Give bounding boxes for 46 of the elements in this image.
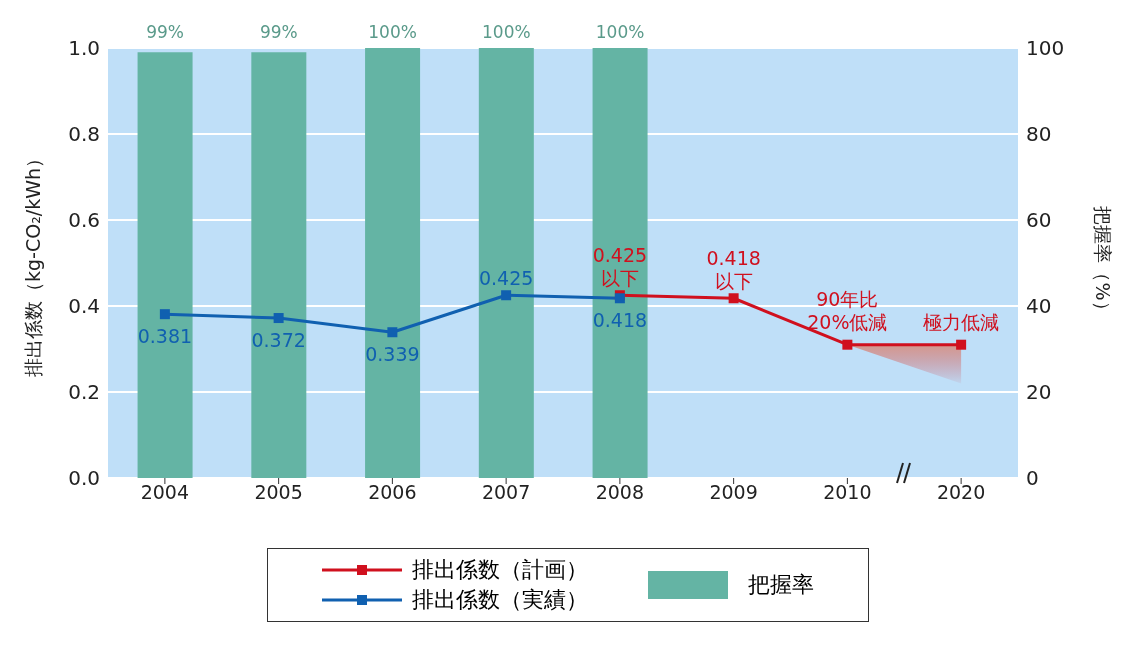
x-tick-label: 2020 <box>936 481 986 504</box>
y-axis-title: 排出係数（kg-CO₂/kWh） <box>21 149 44 377</box>
legend-label: 排出係数（計画） <box>412 556 588 584</box>
x-tick-label: 2009 <box>709 481 758 504</box>
data-label: 99% <box>259 22 298 42</box>
point <box>842 339 853 350</box>
y-tick-label: 0.4 <box>68 294 100 319</box>
y2-tick-label: 0 <box>1026 466 1039 491</box>
point <box>956 339 967 350</box>
data-label: 0.425 以下 <box>592 244 648 290</box>
data-label: 0.381 <box>137 325 193 348</box>
y-tick-label: 0.2 <box>68 380 100 405</box>
point <box>273 313 284 324</box>
y2-tick-label: 40 <box>1026 294 1052 319</box>
legend-label: 把握率 <box>748 571 814 599</box>
data-label: 100% <box>595 22 645 42</box>
point <box>159 309 170 320</box>
y2-tick-label: 60 <box>1026 208 1052 233</box>
y-tick-label: 0.0 <box>68 466 100 491</box>
y-tick-label: 0.8 <box>68 122 100 147</box>
data-label: 0.418 <box>592 309 648 332</box>
data-label: 0.418 以下 <box>706 247 761 293</box>
x-tick-label: 2010 <box>823 481 872 504</box>
x-tick-label: 2007 <box>481 481 531 504</box>
legend-label: 排出係数（実績） <box>412 586 588 614</box>
x-tick-label: 2004 <box>140 481 190 504</box>
point <box>501 290 512 301</box>
point <box>387 327 398 338</box>
data-label: 100% <box>368 22 417 42</box>
x-tick-label: 2006 <box>368 481 417 504</box>
data-label: 0.339 <box>365 343 420 366</box>
y2-axis-title: 把握率（%） <box>1092 206 1115 320</box>
y2-tick-label: 100 <box>1026 36 1065 61</box>
y2-tick-label: 20 <box>1026 380 1052 405</box>
data-label: 0.425 <box>478 267 534 290</box>
data-label: 99% <box>146 22 184 42</box>
annotation: 極力低減 <box>923 310 1000 333</box>
y2-tick-label: 80 <box>1026 122 1052 147</box>
x-tick-label: 2005 <box>254 481 303 504</box>
point <box>728 293 739 304</box>
data-label: 100% <box>482 22 531 42</box>
y-tick-label: 0.6 <box>68 208 100 233</box>
y-tick-label: 1.0 <box>68 36 100 61</box>
x-tick-label: 2008 <box>595 481 645 504</box>
data-label: 0.372 <box>251 329 306 352</box>
annotation: 90年比 20%低減 <box>807 287 888 333</box>
